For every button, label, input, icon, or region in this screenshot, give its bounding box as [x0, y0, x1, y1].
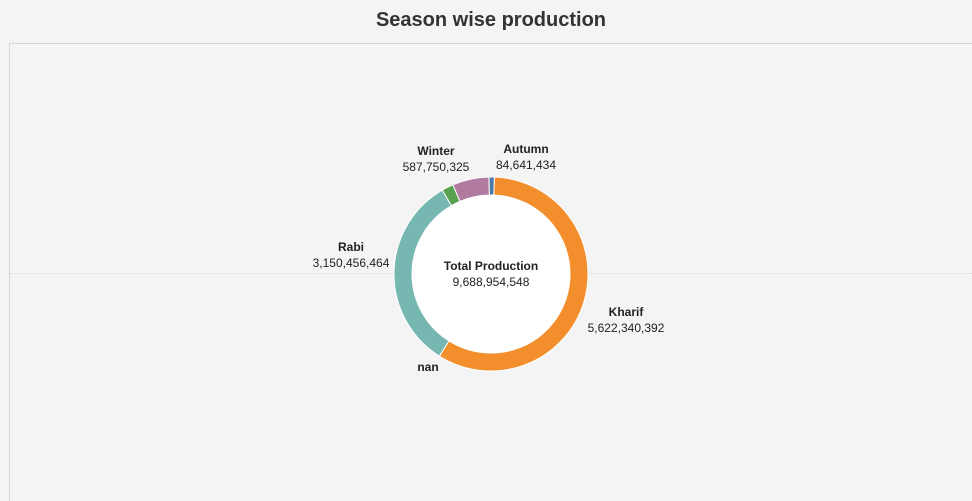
label-rabi: Rabi — [338, 240, 364, 254]
value-kharif: 5,622,340,392 — [588, 321, 665, 335]
value-autumn: 84,641,434 — [496, 158, 556, 172]
label-winter: Winter — [417, 144, 455, 158]
center-value: 9,688,954,548 — [453, 275, 530, 289]
center-label: Total Production — [444, 259, 538, 273]
label-nan: nan — [417, 360, 438, 374]
label-autumn: Autumn — [503, 142, 548, 156]
slice-autumn[interactable] — [489, 177, 494, 195]
value-winter: 587,750,325 — [403, 160, 470, 174]
donut-hole — [412, 195, 570, 353]
label-kharif: Kharif — [609, 305, 645, 319]
value-rabi: 3,150,456,464 — [313, 256, 390, 270]
